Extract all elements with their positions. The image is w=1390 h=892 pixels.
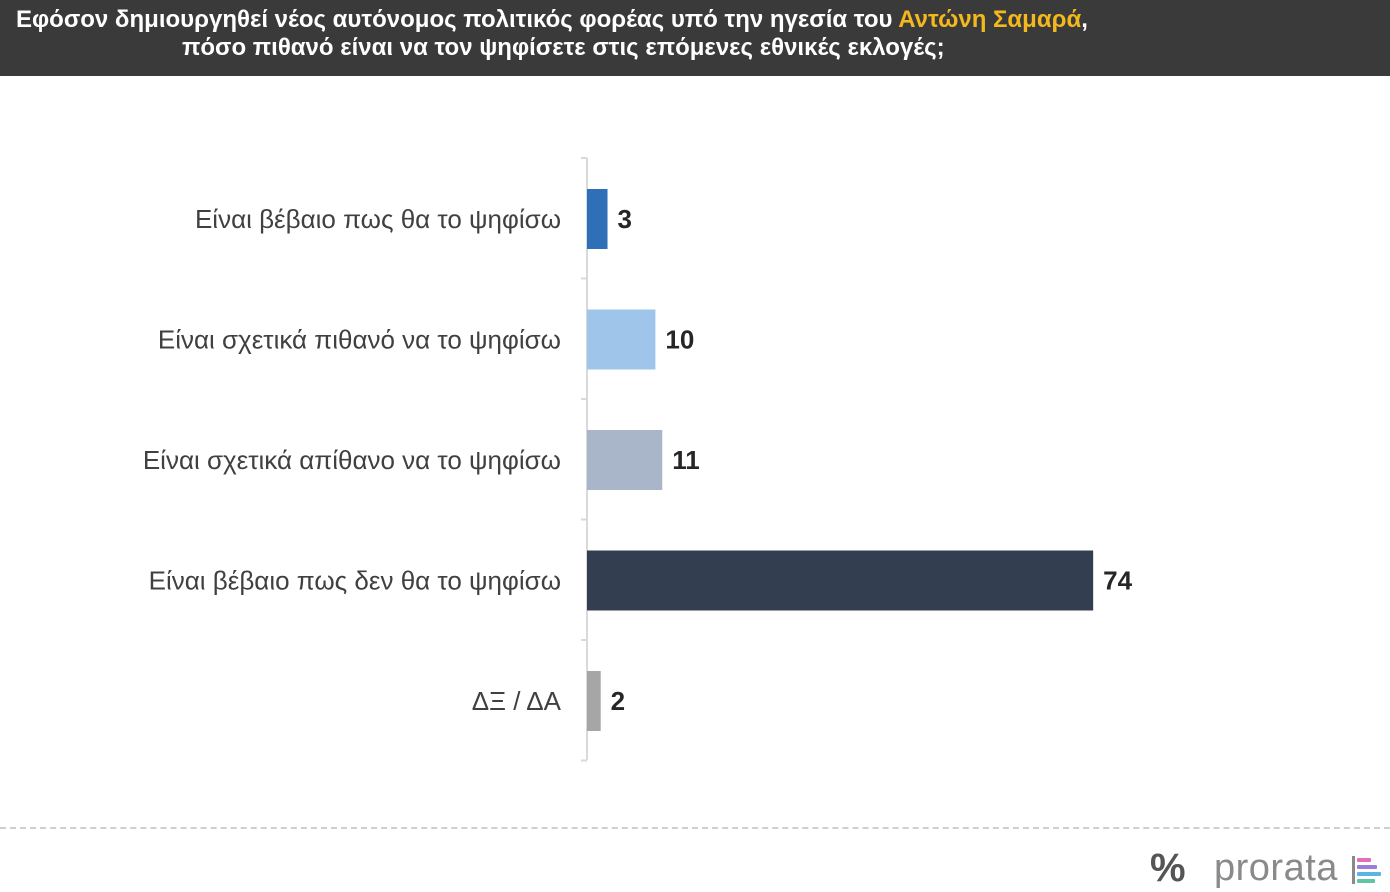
bar-2 bbox=[587, 430, 663, 490]
value-label-1: 10 bbox=[665, 325, 694, 355]
bar-4 bbox=[587, 671, 601, 731]
logo-bar bbox=[1357, 858, 1371, 862]
category-label-4: ΔΞ / ΔΑ bbox=[472, 686, 562, 716]
footer-divider bbox=[0, 827, 1390, 829]
value-label-0: 3 bbox=[618, 204, 632, 234]
bar-1 bbox=[587, 309, 656, 370]
bar-chart: Είναι βέβαιο πως θα το ψηφίσω 3 Είναι σχετ… bbox=[143, 157, 1133, 762]
category-label-0: Είναι βέβαιο πως θα το ψηφίσω bbox=[195, 204, 561, 234]
category-label-1: Είναι σχετικά πιθανό να το ψηφίσω bbox=[158, 325, 561, 355]
logo-wordmark: prorata bbox=[1214, 847, 1338, 889]
logo-bar bbox=[1357, 872, 1381, 876]
bar-3 bbox=[587, 550, 1094, 611]
value-label-3: 74 bbox=[1103, 566, 1132, 596]
value-label-2: 11 bbox=[672, 445, 700, 475]
question-line-1: Εφόσον δημιουργηθεί νέος αυτόνομος πολιτ… bbox=[16, 6, 1088, 34]
logo-bar bbox=[1357, 865, 1377, 869]
question-text-start: Εφόσον δημιουργηθεί νέος αυτόνομος πολιτ… bbox=[16, 6, 899, 33]
question-text-comma: , bbox=[1081, 6, 1088, 33]
category-label-3: Είναι βέβαιο πως δεν θα το ψηφίσω bbox=[149, 566, 561, 596]
prorata-logo: % prorata bbox=[1150, 846, 1382, 890]
percent-logo-icon: % bbox=[1150, 846, 1186, 890]
bar-0 bbox=[587, 189, 608, 249]
highlighted-name: Αντώνη Σαμαρά bbox=[898, 6, 1082, 33]
logo-bar bbox=[1357, 879, 1375, 883]
logo-bars-icon bbox=[1352, 856, 1382, 884]
chart-header: Εφόσον δημιουργηθεί νέος αυτόνομος πολιτ… bbox=[0, 0, 1390, 76]
question-line-2: πόσο πιθανό είναι να τον ψηφίσετε στις ε… bbox=[182, 34, 945, 61]
value-label-4: 2 bbox=[611, 686, 625, 716]
category-label-2: Είναι σχετικά απίθανο να το ψηφίσω bbox=[143, 445, 561, 475]
